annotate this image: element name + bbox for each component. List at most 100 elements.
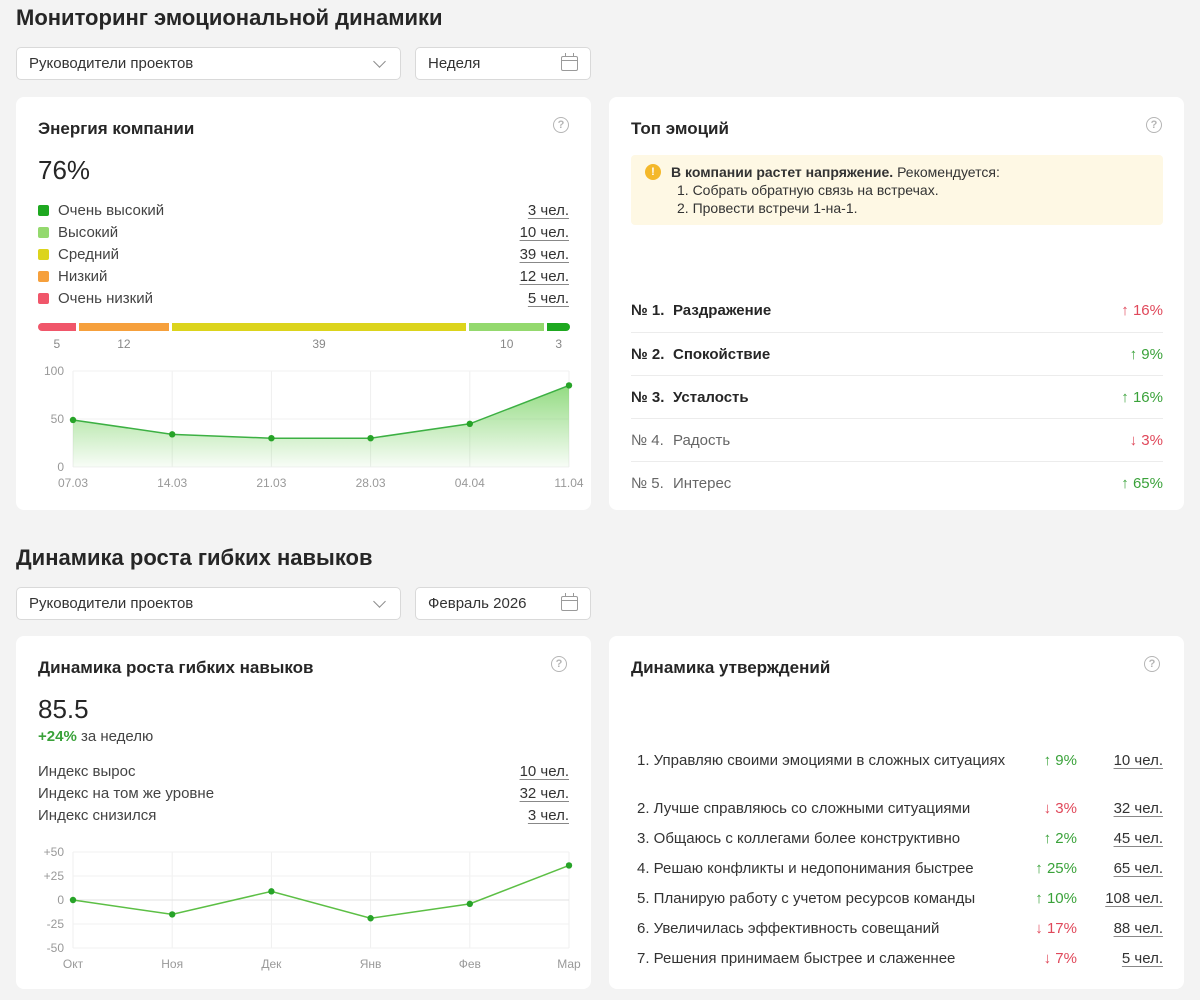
level-count[interactable]: 39 чел. <box>519 245 569 263</box>
period-select[interactable]: Неделя <box>415 47 591 80</box>
chevron-down-icon <box>373 54 386 68</box>
emotion-change: ↑ 16% <box>1121 302 1163 319</box>
level-swatch <box>38 226 49 238</box>
level-label: Средний <box>58 245 119 263</box>
level-swatch <box>38 292 49 304</box>
section-title-emotions: Мониторинг эмоциональной динамики <box>16 5 443 30</box>
energy-distribution-bar <box>38 323 570 331</box>
distribution-label: 3 <box>555 337 563 351</box>
x-tick-label: 14.03 <box>157 476 187 490</box>
area-fill <box>73 385 569 467</box>
statement-count[interactable]: 108 чел. <box>1105 890 1163 907</box>
skills-chart: +50 +25 0 -25 -50 Окт Ноя Дек Янв Фев Мар <box>44 845 581 971</box>
statement-row: 6. Увеличилась эффективность совещаний ↓ … <box>637 920 1163 938</box>
emotion-change: ↑ 65% <box>1121 474 1163 492</box>
skills-index-row: Индекс вырос 10 чел. <box>38 760 569 782</box>
emotion-rank: № 4. <box>631 431 664 449</box>
x-tick-label: 07.03 <box>58 476 88 490</box>
distribution-segment <box>78 323 170 331</box>
help-icon[interactable]: ? <box>1144 656 1160 672</box>
chevron-down-icon <box>373 594 386 608</box>
x-tick-label: 28.03 <box>356 476 386 490</box>
emotion-name: Усталость <box>673 388 749 406</box>
group-select-value: Руководители проектов <box>29 55 194 72</box>
level-swatch <box>38 270 49 282</box>
statement-change: ↓ 7% <box>1043 950 1077 967</box>
statement-change: ↑ 25% <box>1035 860 1077 877</box>
alert-item: 2. Провести встречи 1-на-1. <box>677 200 858 216</box>
distribution-segment <box>469 323 545 331</box>
emotion-row: № 1. Раздражение ↑ 16% <box>631 289 1163 332</box>
statements-card: Динамика утверждений ? 1. Управляю своим… <box>609 636 1184 989</box>
emotion-rank: № 3. <box>631 388 665 406</box>
tension-alert: ! В компании растет напряжение. Рекоменд… <box>631 155 1163 225</box>
distribution-label: 12 <box>117 337 131 351</box>
level-count[interactable]: 5 чел. <box>527 289 569 307</box>
y-tick-label: -25 <box>47 917 65 931</box>
card-title: Динамика утверждений <box>631 658 831 677</box>
statement-count[interactable]: 5 чел. <box>1121 950 1163 967</box>
data-point <box>169 911 176 918</box>
distribution-label: 5 <box>53 337 61 351</box>
y-tick-label: 0 <box>57 893 64 907</box>
statement-count[interactable]: 65 чел. <box>1113 860 1163 877</box>
level-label: Высокий <box>58 223 119 241</box>
statement-row: 3. Общаюсь с коллегами более конструктив… <box>637 830 1163 848</box>
card-title: Энергия компании <box>38 119 195 138</box>
calendar-icon <box>561 593 578 611</box>
level-swatch <box>38 204 49 216</box>
group-select-2[interactable]: Руководители проектов <box>16 587 401 620</box>
distribution-segment <box>172 323 467 331</box>
card-title: Топ эмоций <box>631 119 729 138</box>
emotion-change: ↑ 9% <box>1129 345 1163 363</box>
energy-level-row: Высокий 10 чел. <box>38 221 569 243</box>
calendar-icon <box>561 53 578 71</box>
help-icon[interactable]: ? <box>1146 117 1162 133</box>
statement-change: ↑ 2% <box>1043 830 1077 847</box>
data-point <box>69 416 77 424</box>
index-count[interactable]: 32 чел. <box>519 784 569 802</box>
statement-count[interactable]: 32 чел. <box>1113 800 1163 817</box>
distribution-segment <box>38 323 76 331</box>
skills-value: 85.5 <box>38 694 89 724</box>
y-tick-label: +25 <box>44 869 65 883</box>
level-count[interactable]: 10 чел. <box>519 223 569 241</box>
energy-value: 76% <box>38 155 91 185</box>
distribution-label: 39 <box>312 337 326 351</box>
alert-text: Рекомендуется: <box>893 164 1000 180</box>
statement-count[interactable]: 10 чел. <box>1113 752 1163 769</box>
data-point <box>466 420 473 427</box>
y-tick-label: 0 <box>57 460 64 474</box>
period-select-value: Февраль 2026 <box>428 595 527 612</box>
emotion-row: № 5. Интерес ↑ 65% <box>631 461 1163 504</box>
emotion-rank: № 1. <box>631 302 665 319</box>
statement-count[interactable]: 88 чел. <box>1113 920 1163 937</box>
group-select[interactable]: Руководители проектов <box>16 47 401 80</box>
x-tick-label: 04.04 <box>455 476 485 490</box>
x-tick-label: Окт <box>63 957 84 971</box>
help-icon[interactable]: ? <box>551 656 567 672</box>
data-point <box>69 896 77 904</box>
index-label: Индекс на том же уровне <box>38 784 215 802</box>
skills-delta: +24% за неделю <box>38 728 153 745</box>
skills-index-row: Индекс снизился 3 чел. <box>38 804 569 826</box>
statement-count-cell: 5 чел. <box>1077 950 1163 968</box>
data-point <box>466 900 473 908</box>
energy-chart: 100 50 0 07.03 14.03 21.03 28.03 04.04 11.04 <box>44 364 584 490</box>
index-label: Индекс вырос <box>38 762 136 780</box>
level-count[interactable]: 12 чел. <box>519 267 569 285</box>
statement-text: 4. Решаю конфликты и недопонимания быстр… <box>637 860 974 877</box>
statement-count-cell: 32 чел. <box>1077 800 1163 818</box>
help-icon[interactable]: ? <box>553 117 569 133</box>
x-tick-label: 21.03 <box>256 476 286 490</box>
level-label: Низкий <box>58 267 108 285</box>
statement-count[interactable]: 45 чел. <box>1113 830 1163 847</box>
data-point <box>565 382 573 389</box>
index-count[interactable]: 10 чел. <box>519 762 569 780</box>
index-count[interactable]: 3 чел. <box>527 806 569 824</box>
top-emotions-card: Топ эмоций ? ! В компании растет напряже… <box>609 97 1184 510</box>
statement-text: 3. Общаюсь с коллегами более конструктив… <box>637 830 961 847</box>
alert-item: 1. Собрать обратную связь на встречах. <box>677 182 939 198</box>
level-count[interactable]: 3 чел. <box>527 201 569 219</box>
period-select-2[interactable]: Февраль 2026 <box>415 587 591 620</box>
